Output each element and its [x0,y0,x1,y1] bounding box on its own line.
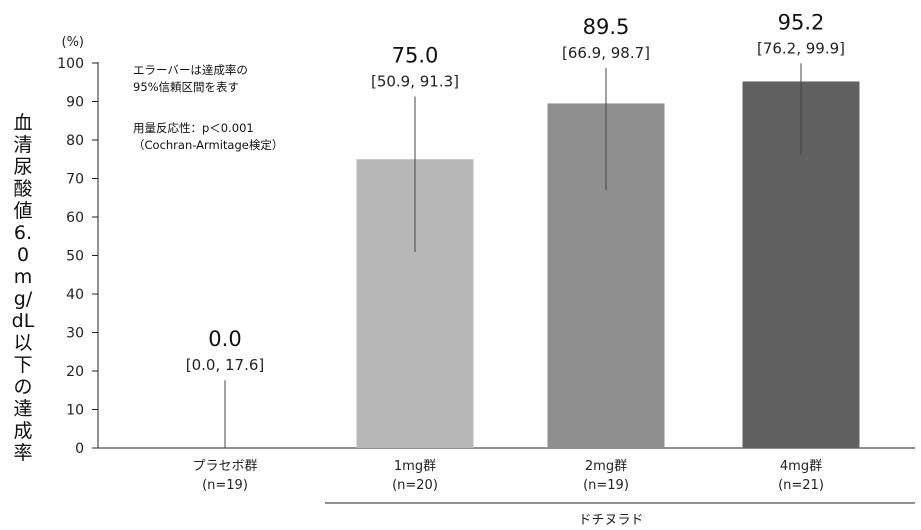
y-tick-label: 10 [66,403,84,419]
value-label: 95.2 [778,10,825,34]
category-label: 2mg群 [585,459,627,474]
y-axis-unit: (%) [62,35,85,50]
category-label: 4mg群 [780,459,822,474]
y-axis-title: 血清尿酸値6.0mg/dL以下の達成率 [11,112,35,464]
error-bar-note: エラーバーは達成率の 95%信頼区間を表す [133,63,248,94]
y-tick-label: 30 [66,326,84,342]
group-label: ドチヌラド [578,513,643,528]
category-n-label: (n=21) [778,478,824,493]
ci-label: [76.2, 99.9] [757,39,845,57]
value-label: 0.0 [208,327,241,351]
y-tick-label: 40 [66,287,84,303]
ci-label: [66.9, 98.7] [562,44,650,62]
y-tick-label: 50 [66,249,84,265]
dose-response-note: 用量反応性：p＜0.001 （Cochran-Armitage検定） [133,121,284,152]
category-n-label: (n=19) [583,478,629,493]
y-tick-label: 0 [75,441,84,457]
y-tick-label: 100 [57,56,84,72]
y-tick-label: 60 [66,210,84,226]
ci-label: [0.0, 17.6] [186,356,265,374]
category-n-label: (n=20) [392,478,438,493]
category-n-label: (n=19) [202,478,248,493]
y-tick-label: 80 [66,133,84,149]
ci-label: [50.9, 91.3] [371,72,459,90]
value-label: 75.0 [392,43,439,67]
category-label: プラセボ群 [192,459,257,474]
y-tick-label: 20 [66,364,84,380]
y-tick-label: 90 [66,95,84,111]
value-label: 89.5 [583,15,630,39]
y-tick-label: 70 [66,172,84,188]
category-label: 1mg群 [394,459,436,474]
